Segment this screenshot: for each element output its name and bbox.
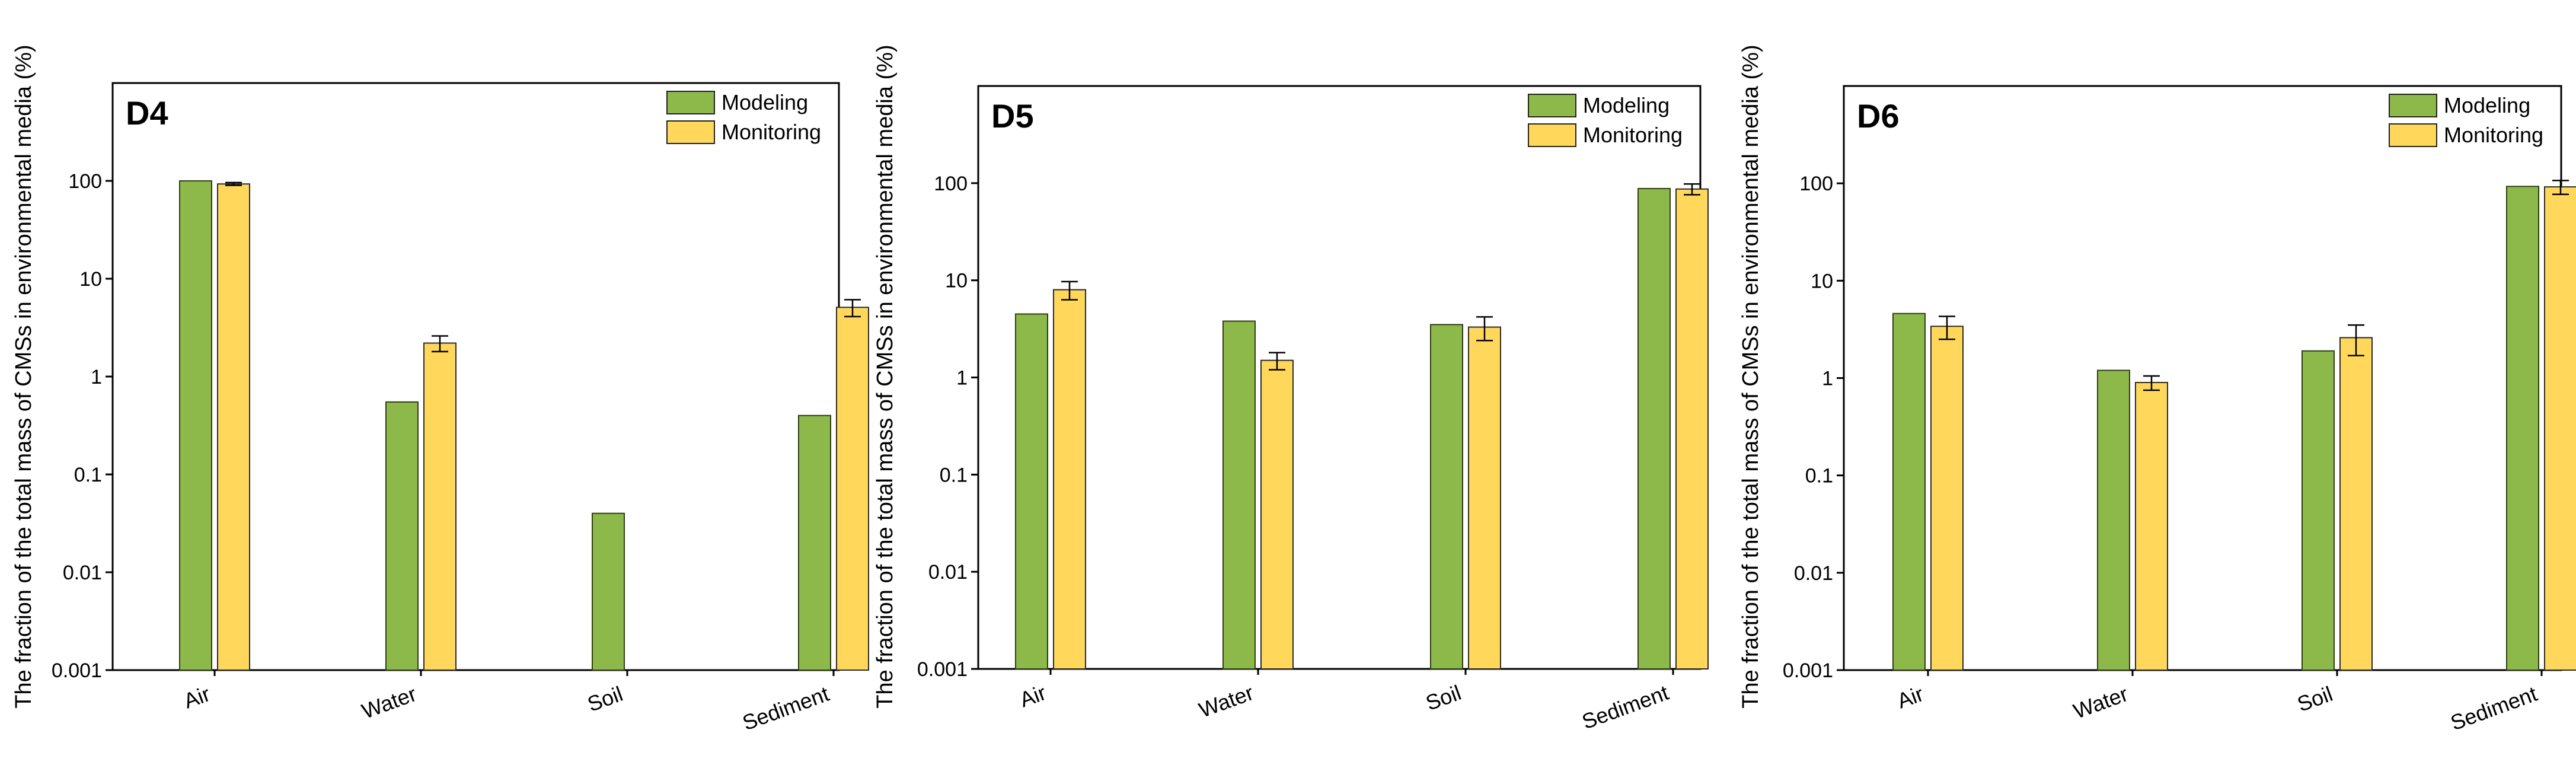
x-category-label: Soil (1422, 680, 1464, 715)
x-category-label: Water (2070, 681, 2131, 723)
y-tick-label: 100 (934, 173, 968, 195)
y-tick-label: 100 (1799, 173, 1833, 195)
legend-swatch-modeling (1528, 94, 1576, 117)
bar-monitoring-sediment (836, 307, 869, 671)
legend-label-monitoring: Monitoring (722, 120, 821, 144)
panel-label: D4 (126, 94, 168, 132)
bar-monitoring-soil (1468, 326, 1501, 670)
bar-monitoring-water (1260, 359, 1294, 670)
bar-modeling-soil (2302, 350, 2335, 671)
chart-panel-d6: D6 0.001 0.01 0.1 1 10 100 The fraction of the … (1738, 44, 2576, 735)
panel-label: D5 (991, 97, 1034, 135)
bar-modeling-sediment (1637, 187, 1671, 670)
bar-monitoring-sediment (2544, 186, 2576, 671)
y-axis-label: The fraction of the total mass of CMSs i… (11, 44, 36, 708)
legend-swatch-monitoring (2389, 123, 2437, 147)
x-category-label: Air (1894, 681, 1926, 713)
y-tick-label: 0.1 (1805, 465, 1833, 487)
bar-monitoring-sediment (1675, 188, 1709, 670)
legend-swatch-monitoring (666, 120, 715, 144)
bar-modeling-water (1222, 320, 1256, 670)
bar-modeling-soil (1430, 324, 1463, 670)
x-category-label: Air (1016, 680, 1049, 712)
y-axis-label: The fraction of the total mass of CMSs i… (1738, 44, 1763, 708)
legend-label-modeling: Modeling (2444, 93, 2530, 117)
bar-modeling-soil (592, 512, 625, 671)
y-tick-label: 1 (1822, 368, 1833, 390)
y-tick-label: 0.1 (940, 464, 968, 486)
x-category-label: Soil (2294, 681, 2335, 716)
bar-modeling-air (1015, 313, 1048, 670)
y-tick-label: 10 (79, 268, 102, 291)
y-tick-label: 1 (91, 366, 102, 388)
bar-modeling-sediment (798, 415, 831, 671)
x-category-label: Water (1196, 680, 1257, 722)
bar-monitoring-soil (2339, 337, 2373, 671)
legend-swatch-modeling (666, 91, 715, 114)
y-tick-label: 100 (68, 170, 102, 193)
chart-panel-d4: D4 0.001 0.01 0.1 1 10 100 The fraction of the … (11, 44, 869, 735)
bar-modeling-water (2097, 369, 2130, 671)
bar-monitoring-air (217, 183, 250, 671)
x-category-label: Sediment (1579, 680, 1672, 734)
bar-modeling-water (385, 401, 419, 671)
legend-label-monitoring: Monitoring (1583, 123, 1683, 147)
legend-label-modeling: Modeling (1583, 93, 1670, 117)
y-tick-label: 10 (945, 270, 968, 292)
legend-label-modeling: Modeling (722, 90, 808, 114)
y-axis-label: The fraction of the total mass of CMSs i… (873, 44, 898, 708)
y-tick-label: 0.001 (52, 659, 102, 682)
x-category-label: Sediment (739, 681, 832, 735)
x-category-label: Sediment (2447, 681, 2540, 735)
y-tick-label: 0.01 (928, 561, 968, 584)
x-category-label: Water (359, 681, 420, 723)
y-tick-label: 10 (1811, 270, 1833, 292)
x-category-label: Air (180, 681, 213, 713)
y-tick-label: 0.1 (74, 464, 102, 486)
y-tick-label: 1 (956, 367, 968, 390)
bar-modeling-sediment (2506, 186, 2539, 671)
bar-monitoring-water (423, 342, 457, 671)
y-tick-label: 0.001 (917, 658, 968, 681)
bar-monitoring-air (1053, 289, 1086, 670)
bar-modeling-air (1892, 313, 1926, 671)
y-tick-label: 0.01 (1794, 562, 1833, 585)
bar-monitoring-air (1930, 326, 1964, 671)
bar-modeling-air (179, 180, 212, 671)
panel-label: D6 (1857, 97, 1900, 135)
y-tick-label: 0.01 (63, 562, 102, 584)
bar-monitoring-water (2135, 382, 2168, 671)
y-tick-label: 0.001 (1783, 659, 1833, 682)
legend-swatch-modeling (2389, 94, 2437, 117)
legend-label-monitoring: Monitoring (2444, 123, 2543, 147)
plot-frame (977, 85, 1702, 670)
x-category-label: Soil (584, 681, 625, 716)
chart-panel-d5: D5 0.001 0.01 0.1 1 10 100 The fraction of the … (873, 44, 1709, 734)
legend-swatch-monitoring (1528, 123, 1576, 147)
